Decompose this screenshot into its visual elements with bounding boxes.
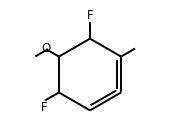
Text: O: O (42, 43, 51, 55)
Text: F: F (41, 101, 48, 114)
Text: F: F (87, 9, 93, 22)
